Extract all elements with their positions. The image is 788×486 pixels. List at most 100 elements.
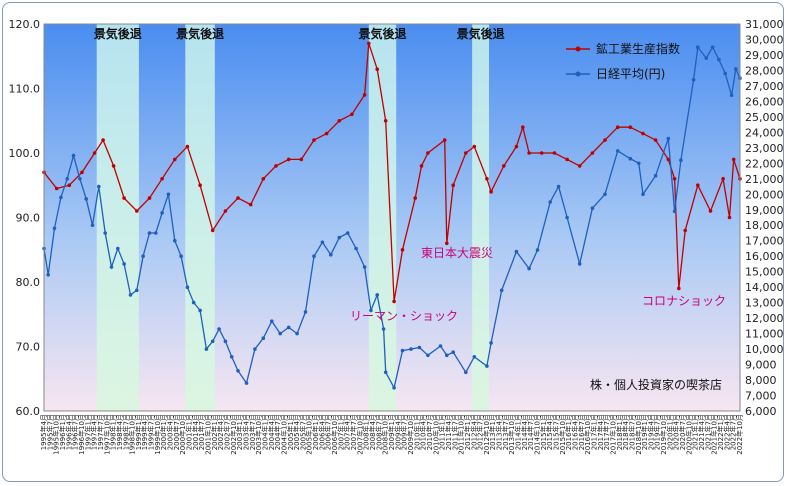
left-tick-label: 80.0 [16,276,41,289]
nikkei-point [109,265,114,269]
x-tick-label: 2008年1月 [362,414,371,450]
nikkei-point [666,136,671,141]
x-tick-label: 2003年1月 [235,414,244,450]
ip-point [653,138,658,142]
x-tick-label: 2019年7月 [653,414,662,450]
x-tick-label: 1997年4月 [90,414,99,450]
ip-point [721,177,725,181]
nikkei-point [337,235,342,240]
right-tick-label: 7,000 [745,390,777,403]
ip-point [350,112,354,117]
x-tick-label: 2000年4月 [166,414,175,450]
right-tick-label: 13,000 [745,297,784,310]
nikkei-point [312,254,316,258]
x-tick-label: 2004年1月 [261,414,270,450]
x-tick-label: 1997年1月 [83,414,92,450]
x-tick-label: 2018年1月 [615,414,624,450]
ip-point [683,228,687,233]
ip-point [375,67,380,71]
x-tick-label: 2002年1月 [210,414,219,450]
x-tick-label: 2006年1月 [311,414,320,450]
left-tick-label: 90.0 [16,212,41,225]
nikkei-point [514,249,519,254]
x-tick-label: 2000年7月 [172,414,181,450]
x-tick-label: 1997年10月 [102,414,111,455]
nikkei-point [637,161,641,166]
x-tick-label: 2001年1月 [185,414,194,450]
nikkei-point [499,288,504,293]
nikkei-point [679,158,683,162]
x-tick-label: 2010年10月 [431,414,440,455]
ip-point [485,177,489,181]
x-tick-label: 2006年7月 [324,414,333,450]
x-tick-label: 2006年4月 [317,414,326,450]
ip-point [101,138,105,142]
x-tick-label: 2007年4月 [343,414,352,450]
ip-point [67,183,72,187]
right-tick-label: 6,000 [745,405,777,418]
ip-point [236,196,240,200]
nikkei-point [90,223,95,227]
right-tick-label: 20,000 [745,188,784,201]
right-tick-label: 17,000 [745,235,784,248]
nikkei-point [672,209,677,214]
x-tick-label: 2012年10月 [482,414,491,455]
x-tick-label: 2017年1月 [590,414,599,450]
nikkei-point [295,331,299,336]
right-tick-label: 14,000 [745,281,784,294]
ip-point [489,189,493,194]
nikkei-point [535,248,540,252]
x-tick-label: 2007年7月 [349,414,358,450]
x-tick-label: 2010年4月 [419,414,428,450]
nikkei-point [141,254,145,258]
nikkei-point [103,231,107,235]
nikkei-point [383,370,388,375]
nikkei-point [270,319,274,324]
ip-point [383,119,388,123]
x-tick-label: 2013年7月 [501,414,510,450]
nikkei-point [723,71,727,76]
ip-point [603,138,607,142]
ip-point [464,151,468,155]
x-tick-label: 2008年7月 [374,414,383,450]
nikkei-point [641,192,645,197]
ip-point [590,151,595,155]
ip-point [80,170,84,175]
x-tick-label: 2020年10月 [684,414,693,455]
x-tick-label: 1998年4月 [115,414,124,450]
x-tick-label: 2005年10月 [305,414,314,455]
nikkei-point [400,348,405,353]
x-tick-label: 2013年10月 [507,414,516,455]
recession-label: 景気後退 [359,26,407,41]
recession-band [472,24,490,411]
right-tick-label: 25,000 [745,111,784,124]
ip-point [419,164,424,168]
recession-band [96,24,139,411]
nikkei-point [210,339,215,344]
x-tick-label: 1996年10月 [77,414,86,455]
ip-point [514,144,519,149]
recession-band [185,24,215,411]
series-layer [42,41,742,390]
nikkei-point [691,77,696,82]
nikkei-point [590,206,595,210]
nikkei-point [417,345,422,350]
x-tick-label: 2009年1月 [387,414,396,450]
nikkei-point [392,386,396,390]
x-tick-label: 2016年7月 [577,414,586,450]
ip-point [210,228,215,233]
right-tick-label: 23,000 [745,142,784,155]
x-tick-label: 2013年1月 [488,414,497,450]
right-tick-label: 30,000 [745,33,784,46]
x-tick-label: 2009年10月 [406,414,415,455]
x-tick-label: 2000年10月 [178,414,187,455]
ip-point [426,151,430,155]
x-tick-label: 1996年1月 [58,414,67,450]
recession-label: 景気後退 [176,26,224,41]
right-tick-label: 31,000 [745,18,784,31]
ip-point [539,151,544,155]
x-axis: 1995年4月1995年7月1995年10月1996年1月1996年4月1996… [39,414,744,455]
ip-point [54,186,59,191]
x-tick-label: 2021年4月 [697,414,706,450]
x-tick-label: 2015年7月 [552,414,561,450]
